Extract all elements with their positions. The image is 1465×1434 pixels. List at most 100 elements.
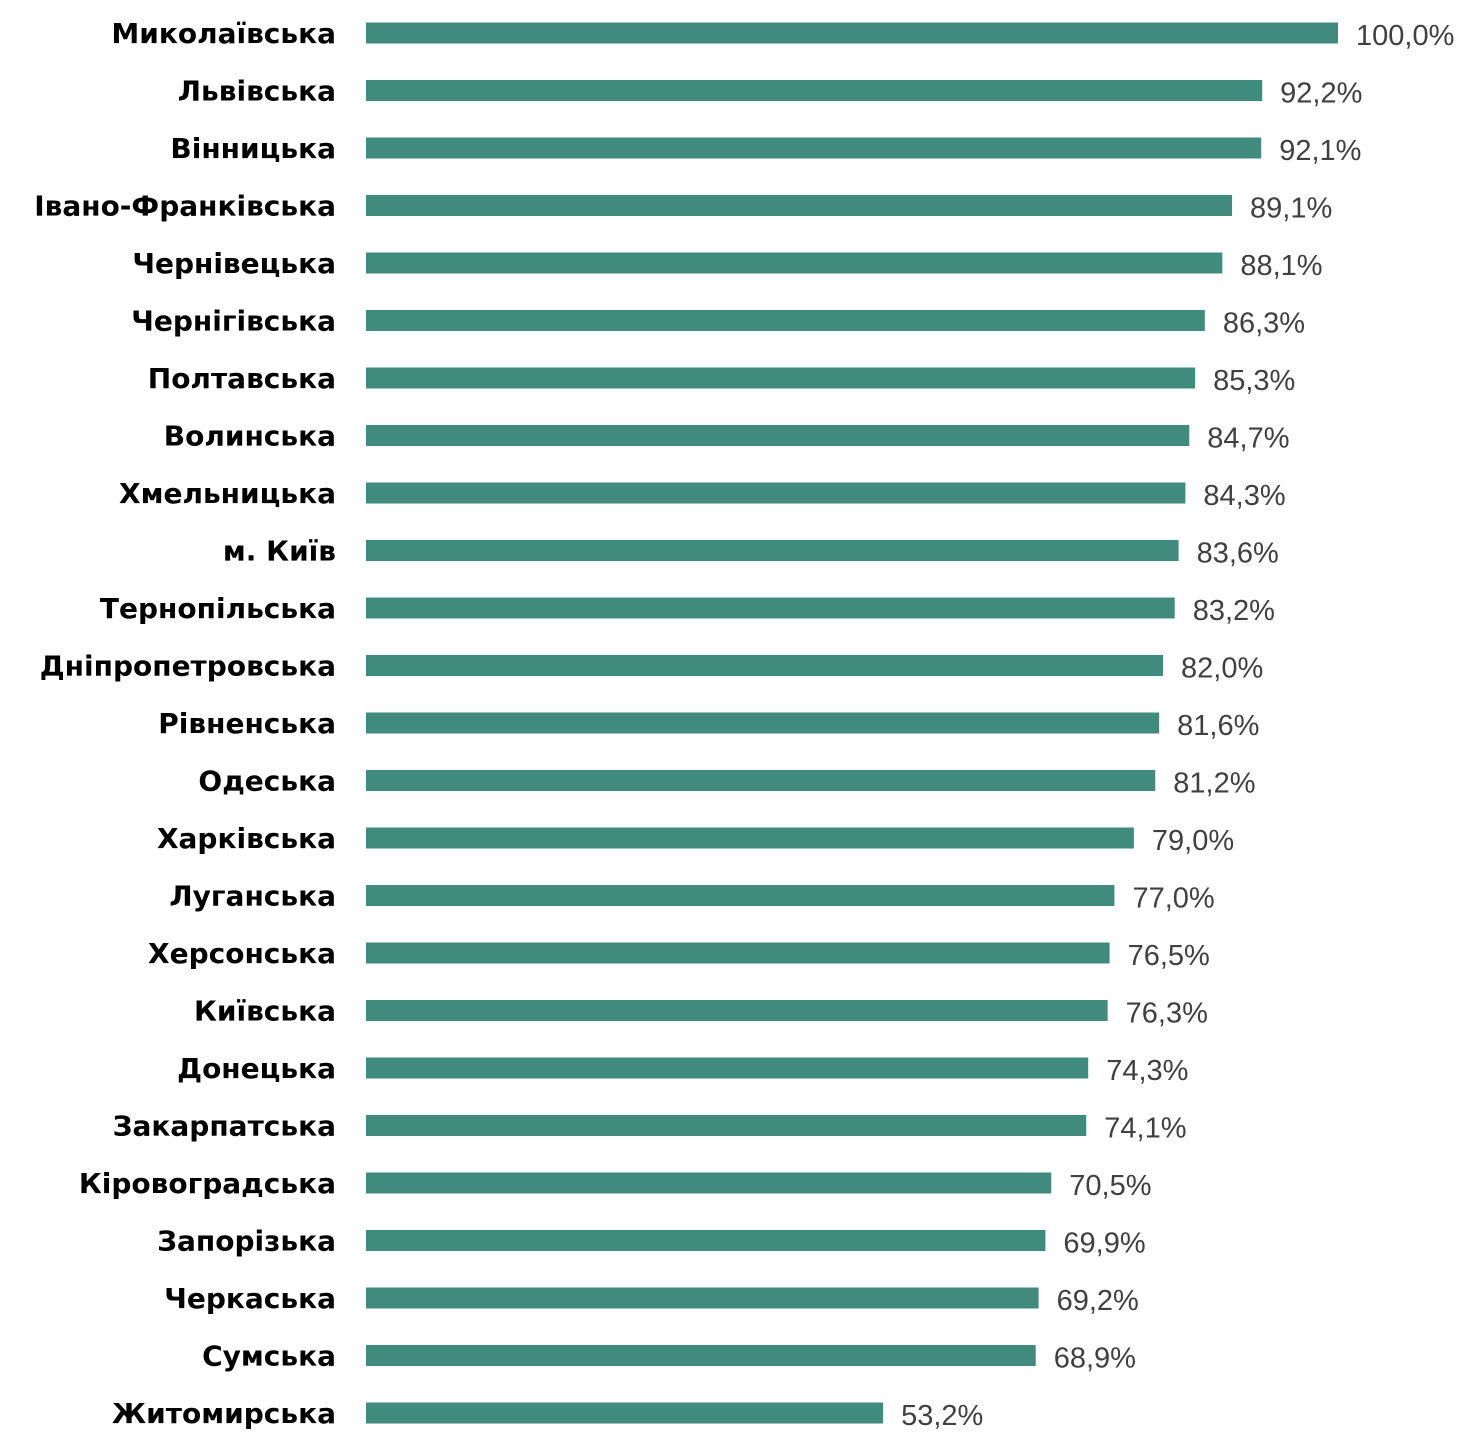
value-label: 74,3% [1106, 1055, 1188, 1087]
bar [366, 885, 1115, 906]
bar [366, 1230, 1046, 1251]
category-label: Вінницька [170, 132, 336, 165]
bar-row: Хмельницька 84,3% [119, 477, 1286, 512]
bar-row: Закарпатська 74,1% [113, 1110, 1187, 1145]
bar [366, 310, 1205, 331]
value-label: 84,7% [1207, 423, 1289, 455]
category-label: м. Київ [223, 535, 336, 568]
value-label: 79,0% [1152, 825, 1234, 857]
bar-row: Херсонська 76,5% [148, 937, 1210, 972]
category-label: Дніпропетровська [40, 650, 336, 683]
bar [366, 597, 1175, 619]
bar [366, 1402, 884, 1424]
bar-row: Запорізька 69,9% [157, 1225, 1146, 1260]
bar [366, 367, 1196, 389]
value-label: 74,1% [1104, 1113, 1186, 1145]
bar-row: Сумська 68,9% [202, 1340, 1136, 1375]
value-label: 77,0% [1132, 883, 1214, 915]
value-label: 84,3% [1203, 480, 1285, 512]
bar [366, 712, 1160, 734]
bar-row: м. Київ 83,6% [223, 535, 1279, 570]
value-label: 69,9% [1063, 1228, 1145, 1260]
bar [366, 540, 1179, 561]
category-label: Донецька [177, 1052, 336, 1085]
category-label: Одеська [198, 765, 336, 798]
bar-row: Київська 76,3% [194, 995, 1208, 1030]
bar [366, 1345, 1036, 1366]
bar-row: Черкаська 69,2% [164, 1282, 1139, 1317]
value-label: 88,1% [1240, 250, 1322, 282]
bar [366, 942, 1110, 964]
category-label: Тернопільська [100, 592, 336, 625]
value-label: 81,2% [1173, 768, 1255, 800]
category-label: Запорізька [157, 1225, 336, 1258]
bar [366, 655, 1164, 676]
category-label: Херсонська [148, 937, 336, 970]
value-label: 82,0% [1181, 653, 1263, 685]
bar-row: Донецька 74,3% [177, 1052, 1188, 1087]
bar-row: Одеська 81,2% [198, 765, 1255, 800]
value-label: 100,0% [1356, 20, 1454, 52]
value-label: 81,6% [1177, 710, 1259, 742]
bar [366, 252, 1223, 274]
category-label: Волинська [164, 420, 336, 453]
category-label: Хмельницька [119, 477, 336, 510]
category-label: Закарпатська [113, 1110, 336, 1143]
bar-row: Полтавська 85,3% [148, 362, 1296, 397]
bar-row: Тернопільська 83,2% [100, 592, 1275, 627]
category-label: Луганська [169, 880, 336, 913]
bar [366, 22, 1338, 44]
value-label: 86,3% [1223, 308, 1305, 340]
value-label: 76,3% [1126, 998, 1208, 1030]
bar-row: Луганська 77,0% [169, 880, 1214, 915]
bar-row: Харківська 79,0% [157, 822, 1234, 857]
bar-row: Дніпропетровська 82,0% [40, 650, 1264, 685]
category-label: Київська [194, 995, 336, 1028]
value-label: 69,2% [1057, 1285, 1139, 1317]
bar [366, 1172, 1052, 1194]
category-label: Чернігівська [131, 305, 336, 338]
bar-row: Львівська 92,2% [178, 75, 1363, 110]
bar [366, 1115, 1087, 1136]
bar-row: Чернівецька 88,1% [132, 247, 1322, 282]
category-label: Житомирська [112, 1397, 336, 1429]
value-label: 70,5% [1069, 1170, 1151, 1202]
value-label: 76,5% [1128, 940, 1210, 972]
value-label: 68,9% [1054, 1343, 1136, 1375]
category-label: Черкаська [164, 1282, 336, 1315]
bar [366, 1000, 1108, 1021]
value-label: 92,2% [1280, 78, 1362, 110]
category-label: Львівська [178, 75, 336, 108]
bar-row: Кіровоградська 70,5% [79, 1167, 1152, 1202]
category-label: Харківська [157, 822, 336, 855]
bar-row: Миколаївська 100,0% [111, 17, 1454, 52]
bar-row: Вінницька 92,1% [170, 132, 1361, 167]
category-label: Сумська [202, 1340, 336, 1373]
bar [366, 195, 1233, 216]
value-label: 83,2% [1193, 595, 1275, 627]
bar-row: Івано-Франківська 89,1% [34, 190, 1332, 225]
bar-row: Волинська 84,7% [164, 420, 1290, 455]
value-label: 85,3% [1213, 365, 1295, 397]
bar [366, 1057, 1089, 1079]
bar-row: Чернігівська 86,3% [131, 305, 1305, 340]
value-label: 92,1% [1279, 135, 1361, 167]
bar-row: Рівненська 81,6% [158, 707, 1259, 742]
bar [366, 770, 1156, 791]
bar [366, 827, 1134, 849]
category-label: Івано-Франківська [34, 190, 336, 223]
bar [366, 425, 1190, 446]
category-label: Полтавська [148, 362, 336, 395]
value-label: 83,6% [1197, 538, 1279, 570]
bar [366, 482, 1186, 504]
bar-row: Житомирська 53,2% [112, 1397, 983, 1432]
bar [366, 1287, 1039, 1309]
category-label: Миколаївська [111, 17, 336, 50]
value-label: 89,1% [1250, 193, 1332, 225]
category-label: Рівненська [158, 707, 336, 740]
bar [366, 80, 1263, 101]
bar [366, 137, 1262, 159]
value-label: 53,2% [901, 1400, 983, 1429]
